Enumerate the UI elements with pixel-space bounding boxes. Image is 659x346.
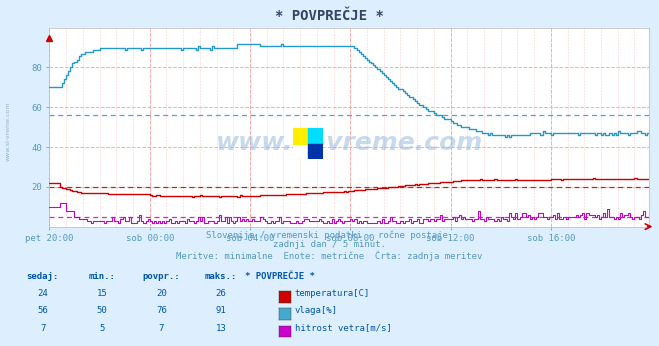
Bar: [293, 128, 308, 144]
Text: 7: 7: [40, 324, 45, 333]
Text: hitrost vetra[m/s]: hitrost vetra[m/s]: [295, 324, 391, 333]
Text: 24: 24: [38, 289, 48, 298]
Text: www.si-vreme.com: www.si-vreme.com: [5, 102, 11, 161]
Text: * POVPREČJE *: * POVPREČJE *: [245, 272, 315, 281]
Text: zadnji dan / 5 minut.: zadnji dan / 5 minut.: [273, 240, 386, 249]
Text: sedaj:: sedaj:: [27, 272, 59, 281]
Text: Slovenija / vremenski podatki - ročne postaje.: Slovenija / vremenski podatki - ročne po…: [206, 230, 453, 239]
Bar: [308, 144, 323, 159]
Text: 7: 7: [159, 324, 164, 333]
Text: maks.:: maks.:: [205, 272, 237, 281]
Text: * POVPREČJE *: * POVPREČJE *: [275, 9, 384, 22]
Text: 15: 15: [97, 289, 107, 298]
Bar: [308, 128, 323, 144]
Text: Meritve: minimalne  Enote: metrične  Črta: zadnja meritev: Meritve: minimalne Enote: metrične Črta:…: [177, 251, 482, 261]
Text: 20: 20: [156, 289, 167, 298]
Text: 91: 91: [215, 306, 226, 315]
Text: povpr.:: povpr.:: [142, 272, 181, 281]
Text: 56: 56: [38, 306, 48, 315]
Text: 26: 26: [215, 289, 226, 298]
Text: vlaga[%]: vlaga[%]: [295, 306, 337, 315]
Text: 5: 5: [100, 324, 105, 333]
Text: 13: 13: [215, 324, 226, 333]
Text: temperatura[C]: temperatura[C]: [295, 289, 370, 298]
Text: min.:: min.:: [89, 272, 115, 281]
Text: www.si-vreme.com: www.si-vreme.com: [215, 131, 483, 155]
Text: 50: 50: [97, 306, 107, 315]
Text: 76: 76: [156, 306, 167, 315]
